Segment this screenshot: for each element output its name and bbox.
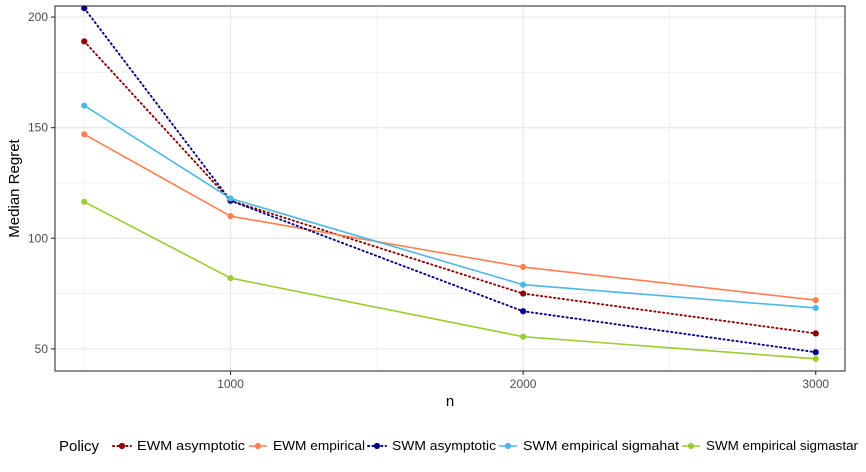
legend-key-point: [504, 442, 512, 450]
legend-item-swm-asymptotic: SWM asymptotic: [367, 439, 496, 453]
legend-items: EWM asymptotic EWM empirical SWM asymptoti…: [112, 439, 858, 453]
legend-key-point: [118, 442, 126, 450]
legend-item-ewm-asymptotic: EWM asymptotic: [112, 439, 245, 453]
data-point-swm-asymptotic: [812, 349, 819, 356]
grid-lines: [55, 6, 845, 371]
series-swm-empirical-sigmastar: [81, 198, 819, 362]
axes-layer: 50 100 150 200 1000 2000 3000: [28, 10, 829, 391]
data-point-ewm-empirical: [227, 213, 234, 220]
y-tick-label: 200: [28, 10, 48, 24]
legend-key-point: [687, 442, 695, 450]
x-tick-label: 2000: [510, 377, 537, 391]
legend-item-ewm-empirical: EWM empirical: [249, 439, 365, 453]
legend-item-swm-empirical-sigmastar: SWM empirical sigmastar: [682, 439, 858, 453]
legend-label: EWM asymptotic: [137, 439, 245, 453]
plot-border: [54, 5, 846, 372]
x-tick-label: 1000: [217, 377, 244, 391]
data-point-swm-empirical-sigmahat: [520, 281, 527, 288]
y-tick-label: 100: [28, 231, 48, 245]
legend-key-point: [373, 442, 381, 450]
legend-label: SWM empirical sigmastar: [706, 439, 858, 453]
series-line-swm-asymptotic: [83, 7, 817, 354]
data-point-ewm-empirical: [520, 263, 527, 271]
data-point-ewm-asymptotic: [812, 330, 819, 337]
legend-label: EWM empirical: [273, 439, 365, 453]
data-point-ewm-asymptotic: [520, 290, 527, 297]
legend-label: SWM asymptotic: [392, 439, 496, 453]
data-point-ewm-asymptotic: [81, 38, 88, 45]
data-point-swm-empirical-sigmastar: [81, 198, 88, 205]
series-layer: [81, 5, 819, 362]
series-line-ewm-asymptotic: [83, 40, 817, 335]
series-line-swm-empirical-sigmahat: [83, 104, 816, 309]
data-point-swm-empirical-sigmastar: [520, 333, 527, 340]
series-line-swm-empirical-sigmastar: [83, 201, 816, 360]
data-point-swm-empirical-sigmahat: [227, 195, 234, 202]
legend-title: Policy: [59, 438, 100, 455]
data-point-ewm-empirical: [81, 131, 88, 138]
x-tick-label: 3000: [802, 377, 829, 391]
legend-item-swm-empirical-sigmahat: SWM empirical sigmahat: [499, 439, 680, 453]
legend: Policy EWM asymptotic EWM empirical SWM as…: [59, 438, 858, 455]
plot-panel: [55, 6, 845, 371]
data-point-swm-empirical-sigmastar: [227, 274, 234, 282]
y-tick-label: 50: [35, 342, 49, 356]
legend-label: SWM empirical sigmahat: [523, 439, 680, 453]
data-point-swm-empirical-sigmahat: [81, 102, 88, 109]
legend-key-point: [254, 442, 262, 450]
data-point-ewm-empirical: [812, 297, 819, 304]
x-axis-title: n: [446, 393, 454, 410]
data-point-swm-asymptotic: [81, 5, 88, 12]
y-axis-title: Median Regret: [6, 138, 23, 237]
y-tick-label: 150: [28, 121, 48, 135]
data-point-swm-asymptotic: [520, 308, 527, 315]
data-point-swm-empirical-sigmastar: [812, 355, 819, 362]
data-point-swm-empirical-sigmahat: [812, 304, 819, 312]
series-swm-empirical-sigmahat: [81, 102, 819, 312]
